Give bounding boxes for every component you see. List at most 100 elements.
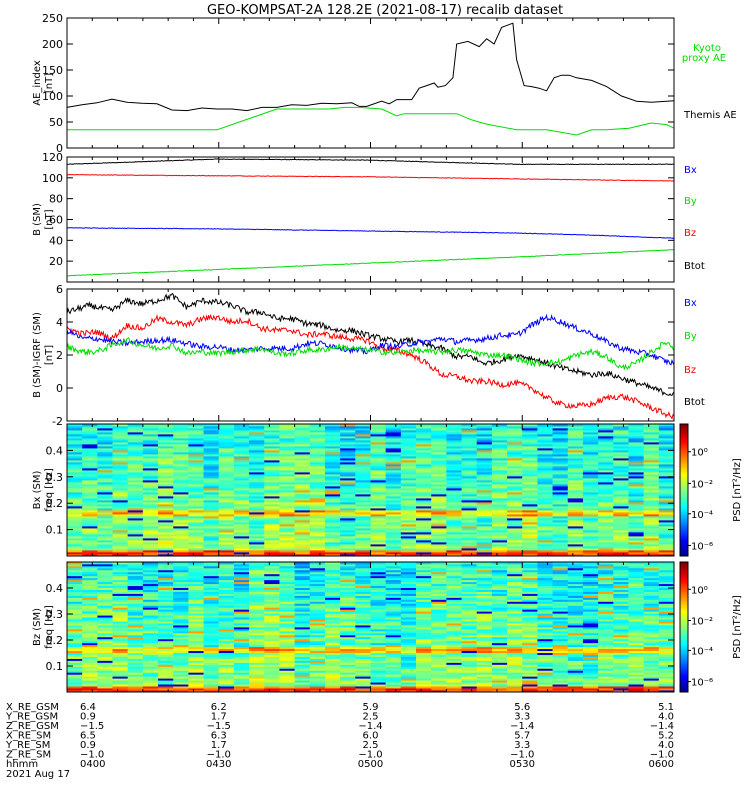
spectrogram-cell xyxy=(431,462,447,465)
spectrogram-cell xyxy=(598,528,614,531)
spectrogram-cell xyxy=(188,573,204,577)
spectrogram-cell xyxy=(97,542,113,545)
spectrogram-cell xyxy=(218,575,235,579)
spectrogram-cell xyxy=(598,538,614,541)
spectrogram-cell xyxy=(279,516,296,519)
spectrogram-cell xyxy=(264,450,280,453)
spectrogram-cell xyxy=(416,514,432,517)
spectrogram-cell xyxy=(461,426,478,429)
spectrogram-cell xyxy=(340,450,356,453)
spectrogram-cell xyxy=(400,668,417,671)
spectrogram-cell xyxy=(203,674,220,677)
spectrogram-cell xyxy=(658,538,675,541)
spectrogram-cell xyxy=(370,628,387,632)
spectrogram-cell xyxy=(112,554,129,557)
spectrogram-cell xyxy=(400,514,417,517)
spectrogram-cell xyxy=(249,615,265,618)
spectrogram-cell xyxy=(522,470,538,473)
spectrogram-cell xyxy=(522,530,538,533)
spectrogram-cell xyxy=(279,548,296,551)
spectrogram-cell xyxy=(188,548,204,551)
y-axis-label: AE_index xyxy=(32,60,43,106)
spectrogram-cell xyxy=(522,676,538,679)
spectrogram-cell xyxy=(173,532,189,535)
spectrogram-cell xyxy=(112,480,129,483)
spectrogram-cell xyxy=(188,630,204,634)
series-line xyxy=(66,249,674,277)
spectrogram-cell xyxy=(82,504,98,507)
spectrogram-cell xyxy=(416,587,432,590)
spectrogram-cell xyxy=(476,589,493,592)
spectrogram-cell xyxy=(613,476,629,479)
spectrogram-cell xyxy=(385,466,402,469)
spectrogram-cell xyxy=(142,546,159,549)
spectrogram-cell xyxy=(491,544,508,547)
spectrogram-cell xyxy=(370,478,387,481)
spectrogram-cell xyxy=(203,516,220,519)
spectrogram-cell xyxy=(340,595,356,598)
spectrogram-cell xyxy=(97,538,113,541)
spectrogram-cell xyxy=(446,611,462,614)
spectrogram-cell xyxy=(82,492,98,495)
spectrogram-cell xyxy=(188,510,204,513)
spectrogram-cell xyxy=(476,640,493,644)
spectrogram-cell xyxy=(279,607,296,610)
spectrogram-cell xyxy=(112,684,129,687)
spectrogram-cell xyxy=(476,672,493,675)
spectrogram-cell xyxy=(476,617,493,620)
spectrogram-cell xyxy=(370,567,387,571)
spectrogram-cell xyxy=(127,456,144,459)
spectrogram-cell xyxy=(264,664,280,667)
spectrogram-cell xyxy=(309,524,326,527)
spectrogram-cell xyxy=(340,536,356,539)
spectrogram-cell xyxy=(218,658,235,661)
spectrogram-cell xyxy=(82,470,98,473)
spectrogram-cell xyxy=(233,540,250,543)
spectrogram-cell xyxy=(400,627,417,630)
spectrogram-cell xyxy=(552,436,569,439)
spectrogram-cell xyxy=(552,470,569,473)
spectrogram-cell xyxy=(491,585,508,589)
spectrogram-cell xyxy=(370,452,387,455)
spectrogram-cell xyxy=(446,636,462,640)
spectrogram-cell xyxy=(355,466,371,469)
spectrogram-cell xyxy=(264,502,280,505)
spectrogram-cell xyxy=(203,650,220,654)
spectrogram-cell xyxy=(142,448,159,451)
spectrogram-cell xyxy=(127,436,144,439)
spectrogram-cell xyxy=(522,486,538,489)
spectrogram-cell xyxy=(112,484,129,487)
spectrogram-cell xyxy=(309,506,326,509)
colorbar-cell xyxy=(680,496,688,500)
spectrogram-cell xyxy=(370,528,387,531)
spectrogram-cell xyxy=(233,642,250,646)
spectrogram-cell xyxy=(294,474,311,477)
spectrogram-cell xyxy=(188,512,204,515)
spectrogram-cell xyxy=(294,660,311,663)
spectrogram-cell xyxy=(324,583,341,587)
spectrogram-cell xyxy=(598,500,614,503)
spectrogram-cell xyxy=(188,563,204,567)
spectrogram-cell xyxy=(188,632,204,636)
spectrogram-cell xyxy=(249,552,265,555)
spectrogram-cell xyxy=(446,619,462,622)
spectrogram-cell xyxy=(127,581,144,585)
spectrogram-cell xyxy=(249,554,265,557)
spectrogram-cell xyxy=(431,678,447,681)
spectrogram-cell xyxy=(127,534,144,537)
spectrogram-cell xyxy=(461,688,478,691)
spectrogram-cell xyxy=(446,540,462,543)
spectrogram-cell xyxy=(507,674,523,677)
colorbar-cell xyxy=(680,503,688,506)
spectrogram-cell xyxy=(446,648,462,652)
spectrogram-cell xyxy=(112,524,129,527)
spectrogram-cell xyxy=(112,474,129,477)
spectrogram-cell xyxy=(158,532,174,535)
spectrogram-cell xyxy=(112,658,129,661)
spectrogram-cell xyxy=(127,615,144,618)
spectrogram-cell xyxy=(385,684,402,687)
y-tick-label: 100 xyxy=(42,172,63,185)
spectrogram-cell xyxy=(385,581,402,585)
spectrogram-cell xyxy=(233,524,250,527)
spectrogram-cell xyxy=(476,450,493,453)
